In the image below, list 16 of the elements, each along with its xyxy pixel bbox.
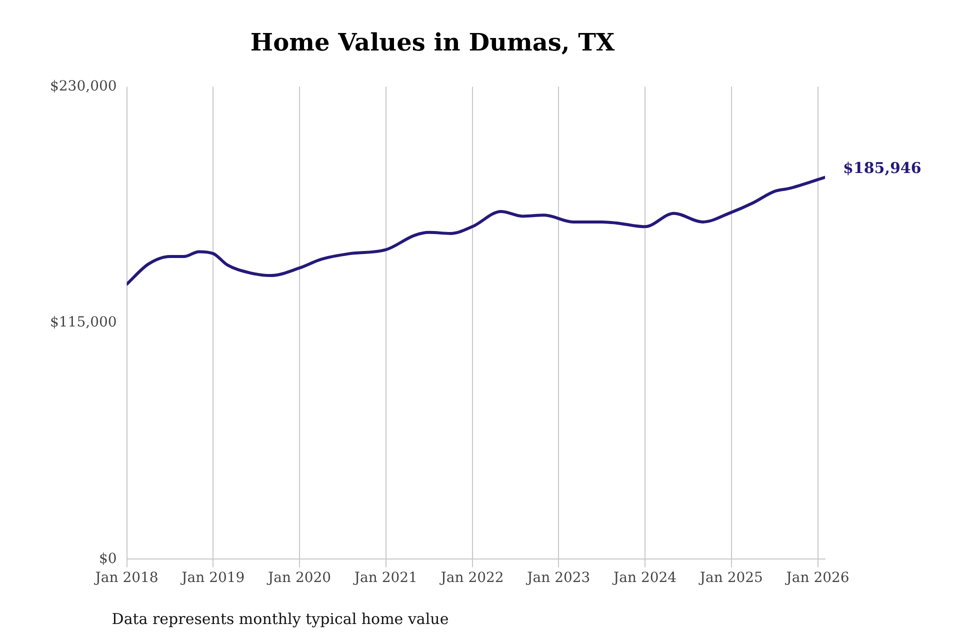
x-tick-label: Jan 2026 [784, 570, 850, 586]
y-tick-label: $230,000 [50, 78, 117, 94]
text: Data represents monthly typical home value [112, 610, 449, 628]
x-tick-label: Jan 2025 [698, 570, 763, 586]
line-series [126, 176, 825, 286]
x-tick-label: Jan 2020 [266, 570, 332, 586]
x-tick-label: Jan 2018 [93, 570, 158, 586]
y-tick-label: $115,000 [50, 314, 117, 331]
x-tick-label: Jan 2022 [438, 570, 504, 586]
x-tick-label: Jan 2023 [525, 570, 590, 586]
x-tick-label: Jan 2021 [352, 570, 418, 586]
x-tick-label: Jan 2024 [612, 570, 677, 586]
y-tick-label: $0 [98, 550, 117, 567]
chart-title: Home Values in Dumas, TX [250, 28, 615, 57]
x-tick-label: Jan 2019 [180, 570, 245, 586]
annotation: $185,946 [843, 159, 922, 178]
